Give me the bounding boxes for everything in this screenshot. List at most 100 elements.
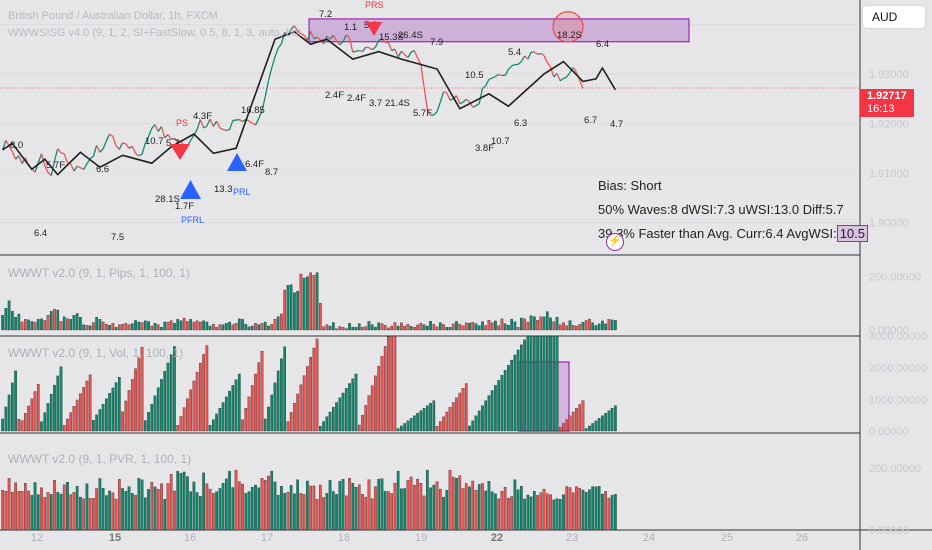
volume-bar: [202, 354, 205, 432]
volume-bar: [545, 311, 549, 331]
price-segment: [436, 102, 441, 112]
price-segment: [472, 105, 477, 108]
volume-bar: [536, 319, 539, 331]
price-segment: [258, 110, 263, 119]
volume-bar: [416, 413, 419, 432]
volume-bar: [542, 316, 546, 331]
volume-bar: [552, 499, 556, 531]
volume-bar: [374, 326, 377, 331]
lightning-bolt-icon[interactable]: ⚡: [606, 233, 624, 251]
price-segment: [507, 65, 513, 70]
price-segment: [115, 145, 120, 150]
volume-bar: [153, 323, 157, 331]
wave-label: 6.3: [514, 118, 527, 129]
volume-bar: [315, 499, 319, 531]
price-segment: [70, 163, 75, 172]
price-segment: [102, 140, 107, 150]
price-segment: [271, 56, 276, 69]
volume-bar: [403, 423, 406, 432]
volume-bar: [118, 324, 121, 331]
buy-triangle-icon: [180, 180, 201, 199]
volume-bar: [241, 483, 244, 531]
time-tick-label: 23: [566, 532, 578, 544]
volume-bar: [111, 492, 115, 531]
price-segment: [498, 73, 503, 77]
volume-bar: [344, 328, 348, 331]
time-tick-label: 18: [338, 532, 350, 544]
volume-bar: [124, 323, 128, 331]
volume-bar: [101, 487, 105, 531]
volume-bar: [312, 485, 316, 531]
volume-bar: [49, 494, 53, 531]
volume-bar: [250, 325, 254, 331]
volume-bar: [33, 321, 37, 331]
price-segment: [511, 63, 516, 67]
volume-bar: [468, 486, 471, 531]
wave-label: 7.9: [430, 37, 443, 48]
volume-bar: [562, 494, 565, 531]
volume-bar: [584, 491, 588, 531]
volume-bar: [601, 320, 604, 331]
volume-bar: [263, 321, 267, 331]
wave-label: 15.3S: [379, 32, 404, 43]
volume-bar: [429, 487, 432, 531]
wave-label: 5.7: [166, 138, 179, 149]
volume-bar: [218, 408, 222, 432]
volume-bar: [192, 321, 196, 331]
volume-bar: [562, 322, 565, 331]
volume-bar: [225, 478, 228, 531]
volume-bar: [302, 375, 306, 432]
price-segment: [446, 92, 451, 101]
last-price-tag: 1.92717 16:13: [860, 89, 914, 117]
volume-bar: [432, 484, 436, 531]
volume-bar: [270, 394, 274, 432]
wave-label: 2.4F: [325, 90, 344, 101]
pips-volume-pane[interactable]: [1, 272, 617, 331]
volume-bar: [62, 316, 66, 331]
volume-bar: [105, 495, 108, 531]
price-segment: [109, 133, 114, 137]
wave-label: 7.2: [319, 9, 332, 20]
volume-bar: [221, 482, 225, 531]
indicator-settings[interactable]: WWWSISG v4.0 (9, 1, 2, SI+FastSlow, 0.5,…: [8, 27, 302, 39]
price-segment: [417, 57, 422, 65]
volume-bar: [416, 478, 419, 531]
volume-bar: [445, 411, 449, 432]
volume-bar: [426, 325, 429, 331]
wave-label: 4.7: [610, 119, 623, 130]
volume-bar: [280, 358, 283, 432]
volume-bar: [66, 318, 69, 331]
volume-bar: [516, 349, 520, 432]
volume-bar: [306, 480, 309, 531]
currency-button[interactable]: AUD: [863, 6, 925, 28]
volume-bar: [189, 319, 192, 331]
volume-bar: [542, 335, 546, 432]
price-segment: [206, 118, 211, 127]
volume-bar: [66, 418, 69, 432]
volume-bar: [387, 491, 390, 531]
wave-label: 10.7: [491, 136, 510, 147]
volume-bar: [341, 478, 345, 531]
vol-volume-pane[interactable]: [1, 335, 617, 432]
volume-bar: [481, 321, 484, 331]
price-tick-label: 1.90000: [869, 218, 909, 230]
volume-bar: [487, 481, 491, 531]
volume-bar: [127, 486, 131, 531]
buy-triangle-icon: [227, 153, 247, 171]
pvr-volume-pane[interactable]: [1, 469, 617, 531]
time-tick-label: 15: [109, 532, 121, 544]
volume-bar: [442, 496, 445, 531]
volume-bar: [166, 321, 170, 331]
price-segment: [147, 128, 153, 137]
price-segment: [339, 41, 344, 46]
time-tick-label: 24: [643, 532, 655, 544]
volume-bar: [536, 335, 539, 432]
volume-bar: [111, 323, 115, 331]
volume-bar: [176, 471, 180, 531]
volume-bar: [409, 476, 413, 531]
volume-bar: [370, 498, 374, 531]
volume-bar: [471, 420, 475, 432]
